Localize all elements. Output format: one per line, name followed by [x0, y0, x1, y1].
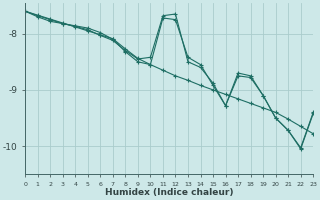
X-axis label: Humidex (Indice chaleur): Humidex (Indice chaleur) [105, 188, 234, 197]
